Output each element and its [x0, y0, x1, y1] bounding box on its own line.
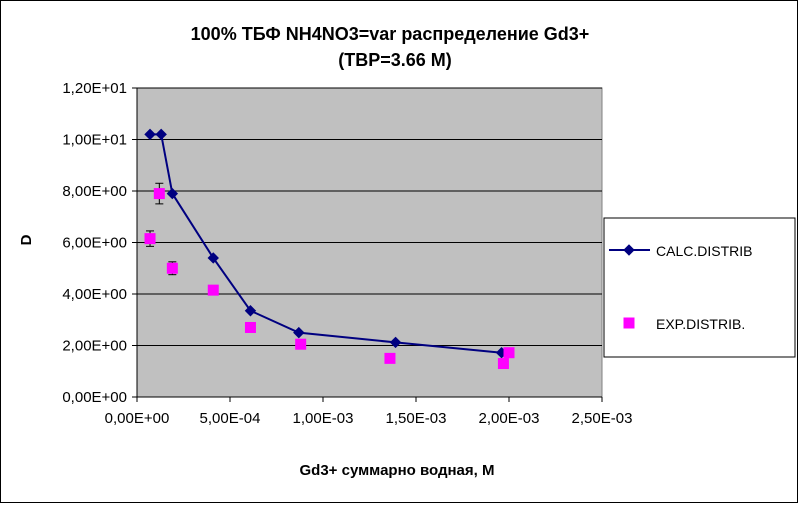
series-0-marker-5 [293, 326, 305, 339]
series-line-0 [150, 133, 502, 354]
series-0-marker-3 [207, 252, 219, 264]
y-axis-title: D [18, 234, 35, 245]
y-tick-label-5: 1,00E+01 [62, 132, 127, 149]
x-tick-label-2: 1,00E-03 [293, 410, 354, 427]
legend-exp-marker [623, 317, 635, 329]
legend-calc-label: CALC.DISTRIB [656, 243, 752, 259]
y-tick-label-2: 4,00E+00 [62, 286, 127, 303]
x-tick-label-4: 2,00E-03 [479, 410, 540, 427]
series-1-marker-4 [244, 321, 256, 333]
legend-entries: CALC.DISTRIB EXP.DISTRIB. [609, 243, 752, 332]
chart-title-line-1: 100% ТБФ NH4NO3=var распределение Gd3+ [191, 24, 590, 44]
series-1-marker-6 [384, 352, 396, 364]
series-1-marker-8 [503, 347, 515, 359]
legend: CALC.DISTRIB EXP.DISTRIB. [603, 217, 796, 358]
x-tick-label-5: 2,50E-03 [572, 410, 633, 427]
chart-title-line-2: (ТВР=3.66 М) [338, 50, 452, 70]
y-tick-label-4: 8,00E+00 [62, 183, 127, 200]
series-1-marker-0 [144, 233, 156, 245]
x-tick-label-0: 0,00E+00 [105, 410, 170, 427]
series-0-marker-4 [244, 305, 257, 317]
legend-box [603, 217, 796, 358]
series-0-marker-2 [166, 187, 179, 200]
axes: 0,00E+00 2,00E+00 4,00E+00 6,00E+00 8,00E+00… [62, 80, 632, 427]
series-1-marker-7 [497, 358, 509, 370]
series-0-marker-1 [155, 128, 167, 141]
series [144, 128, 515, 370]
x-axis-title: Gd3+ суммарно водная, М [300, 462, 495, 479]
y-tick-label-3: 6,00E+00 [62, 235, 127, 252]
legend-calc-marker [623, 244, 635, 256]
series-1-marker-5 [295, 338, 307, 350]
series-1-marker-3 [207, 284, 219, 296]
series-1-marker-1 [153, 188, 165, 200]
y-tick-label-0: 0,00E+00 [62, 389, 127, 406]
y-tick-label-1: 2,00E+00 [62, 338, 127, 355]
series-1-marker-2 [166, 262, 178, 274]
x-tick-label-3: 1,50E-03 [386, 410, 447, 427]
y-tick-label-6: 1,20E+01 [62, 80, 127, 97]
legend-exp-label: EXP.DISTRIB. [656, 316, 745, 332]
series-0-marker-6 [389, 336, 402, 349]
series-0-marker-0 [144, 128, 156, 141]
x-tick-label-1: 5,00E-04 [200, 410, 261, 427]
